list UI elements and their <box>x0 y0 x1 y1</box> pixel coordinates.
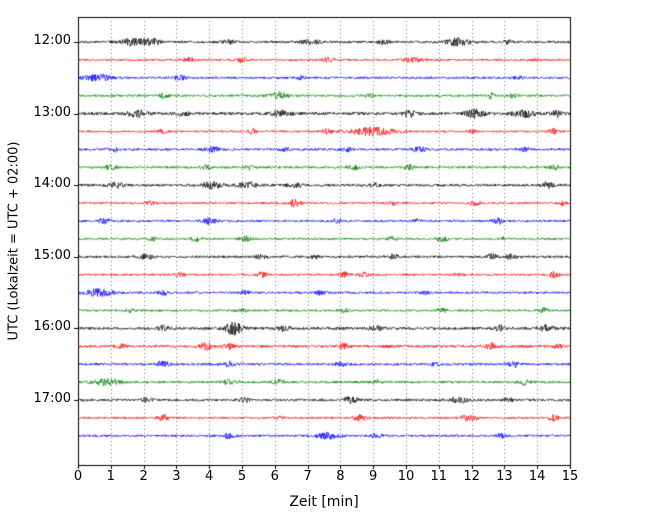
y-tick-label: 14:00 <box>33 176 71 192</box>
x-tick-label: 7 <box>303 469 312 484</box>
x-axis-label: Zeit [min] <box>289 494 359 510</box>
x-tick-label: 14 <box>528 469 546 484</box>
x-tick-label: 8 <box>336 469 345 484</box>
x-tick-label: 4 <box>205 469 214 484</box>
y-tick-label: 16:00 <box>33 319 71 335</box>
x-tick-label: 6 <box>270 469 279 484</box>
y-tick-label: 12:00 <box>33 33 71 48</box>
x-tick-label: 11 <box>430 469 448 484</box>
y-tick-label: 13:00 <box>33 104 71 120</box>
y-tick-label: 17:00 <box>33 391 71 406</box>
x-tick-label: 10 <box>397 469 415 484</box>
x-tick-label: 2 <box>139 469 148 484</box>
x-tick-label: 15 <box>561 469 579 484</box>
x-tick-label: 3 <box>172 469 181 484</box>
y-tick-label: 15:00 <box>33 247 71 263</box>
x-tick-label: 0 <box>73 469 83 484</box>
x-tick-label: 12 <box>463 469 480 484</box>
y-axis-label: UTC (Lokalzeit = UTC + 02:00) <box>6 141 22 341</box>
x-tick-label: 5 <box>237 469 247 484</box>
x-tick-label: 9 <box>369 469 378 484</box>
x-tick-label: 1 <box>106 469 115 484</box>
x-tick-label: 13 <box>496 469 513 484</box>
